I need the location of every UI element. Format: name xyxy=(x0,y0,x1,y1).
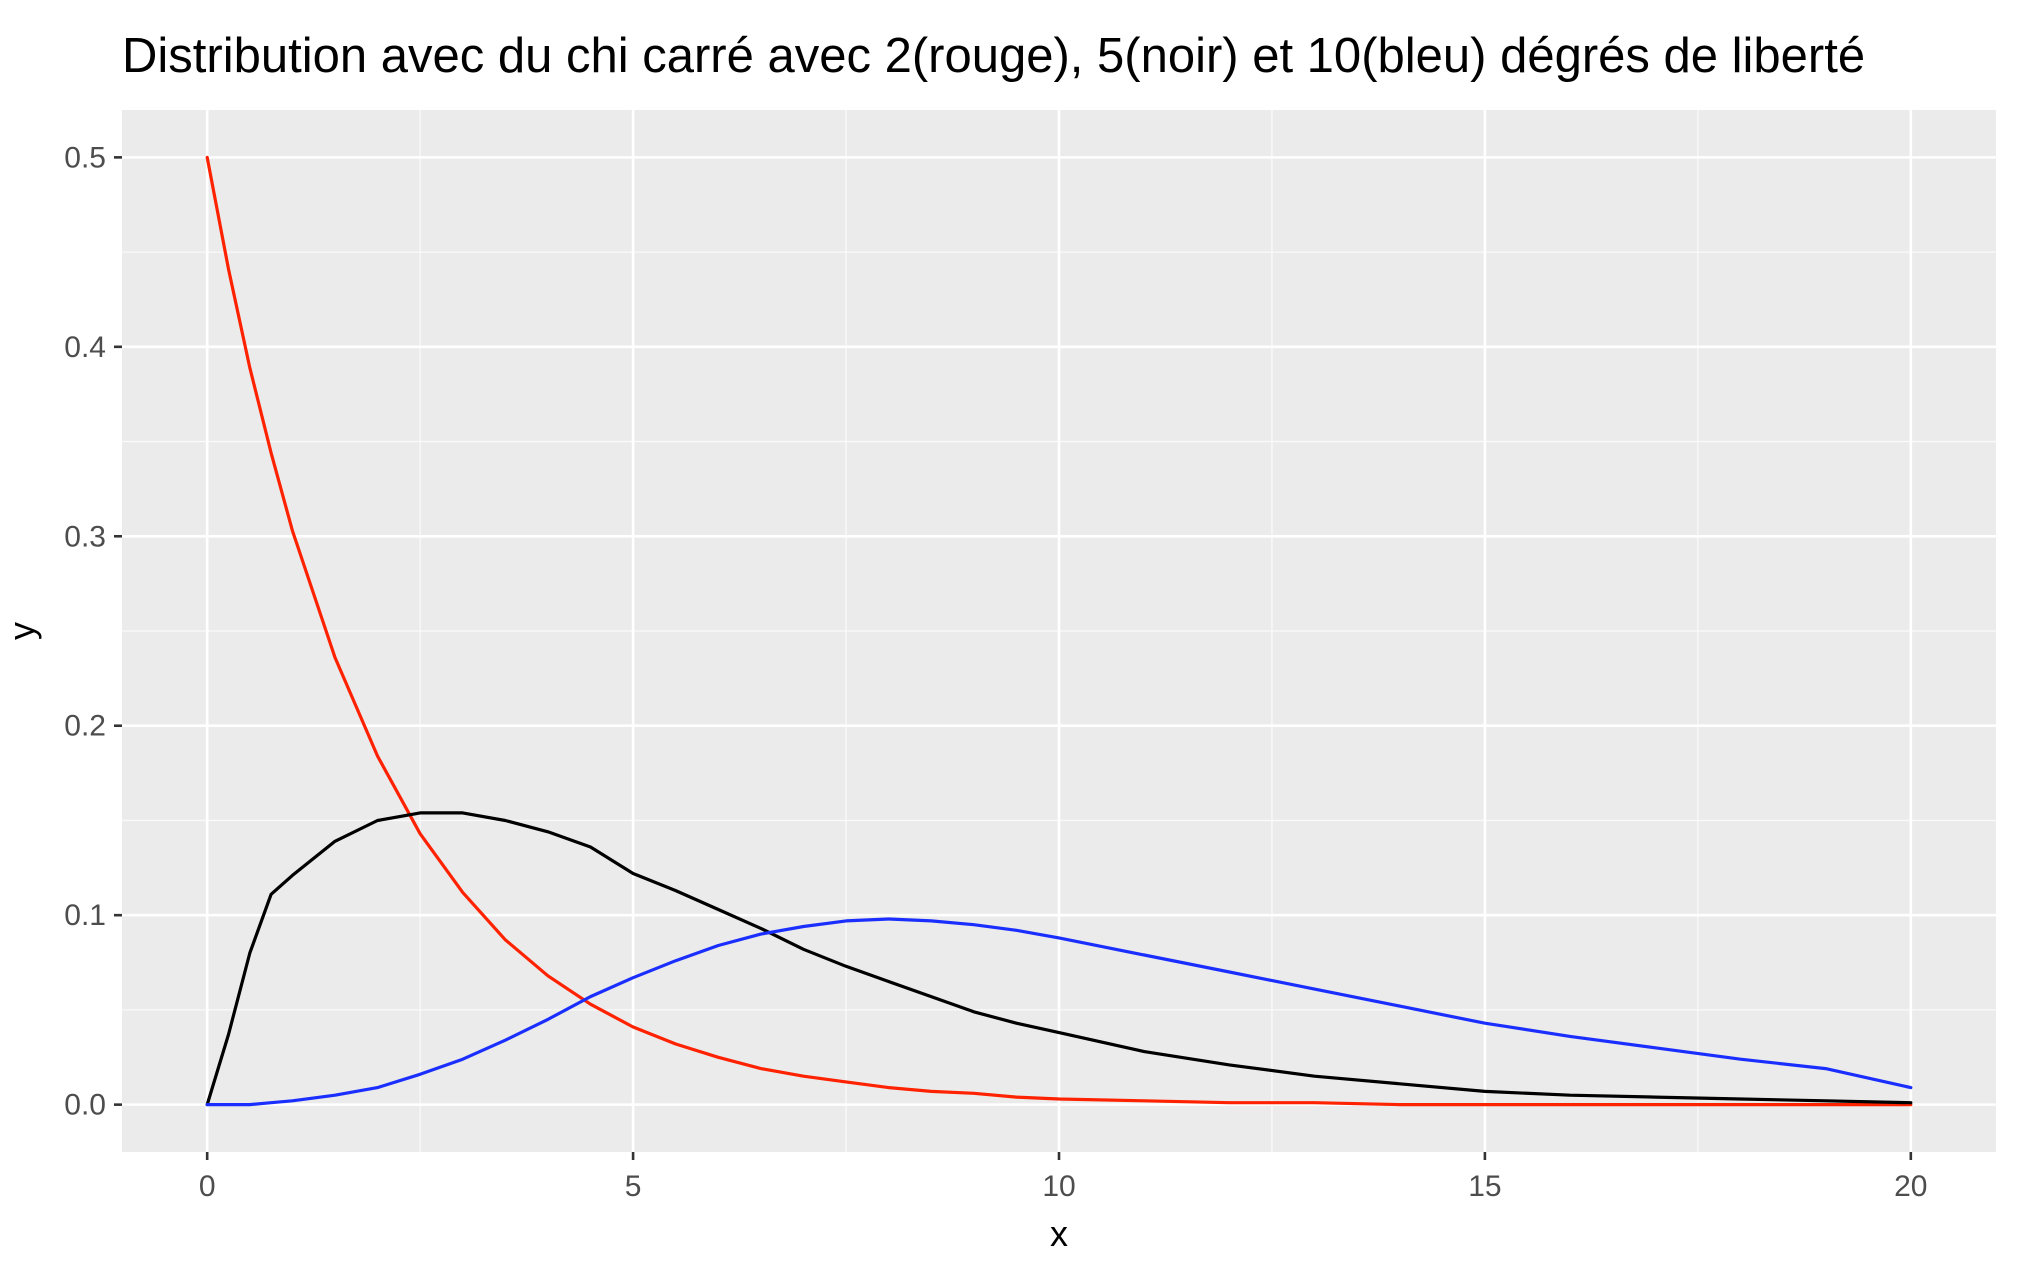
x-tick-label: 20 xyxy=(1894,1170,1927,1203)
x-tick-label: 10 xyxy=(1042,1170,1075,1203)
y-tick-label: 0.5 xyxy=(64,141,106,174)
x-tick-label: 0 xyxy=(199,1170,216,1203)
x-tick-label: 15 xyxy=(1468,1170,1501,1203)
y-tick-label: 0.0 xyxy=(64,1089,106,1122)
chart-title: Distribution avec du chi carré avec 2(ro… xyxy=(122,29,1866,83)
series-line-red xyxy=(205,155,1913,1107)
x-axis-title: x xyxy=(1050,1213,1068,1254)
x-tick-label: 5 xyxy=(625,1170,642,1203)
y-tick-label: 0.1 xyxy=(64,899,106,932)
y-tick-label: 0.2 xyxy=(64,710,106,743)
y-tick-label: 0.3 xyxy=(64,520,106,553)
series-line-black xyxy=(205,811,1913,1107)
y-tick-label: 0.4 xyxy=(64,331,106,364)
series-line-blue xyxy=(205,917,1913,1107)
y-axis-title: y xyxy=(1,622,42,640)
